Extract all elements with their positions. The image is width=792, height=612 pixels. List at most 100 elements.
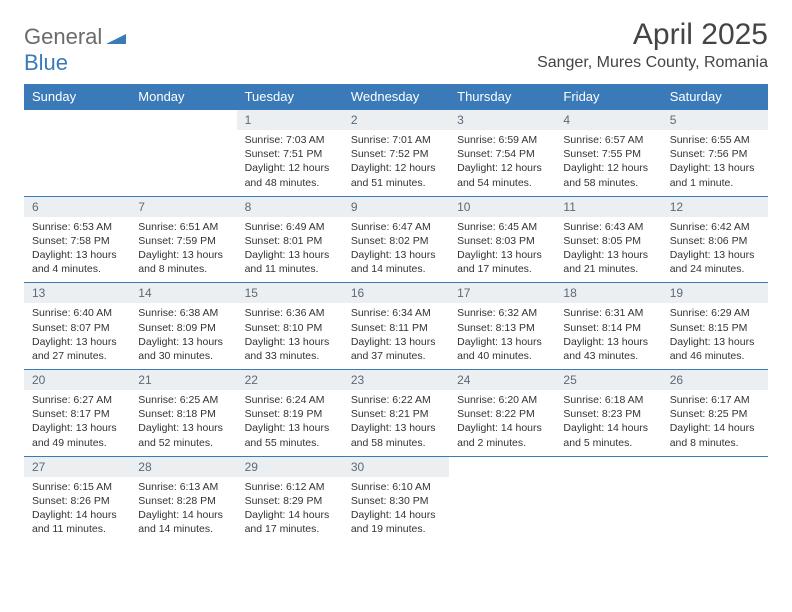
sunrise-text: Sunrise: 6:27 AM: [32, 393, 122, 407]
daylight-text: Daylight: 13 hours and 30 minutes.: [138, 335, 228, 363]
sunset-text: Sunset: 8:10 PM: [245, 321, 335, 335]
day-details: Sunrise: 6:45 AMSunset: 8:03 PMDaylight:…: [449, 217, 555, 283]
calendar-day-cell: 17Sunrise: 6:32 AMSunset: 8:13 PMDayligh…: [449, 283, 555, 370]
sunset-text: Sunset: 8:18 PM: [138, 407, 228, 421]
sunset-text: Sunset: 8:13 PM: [457, 321, 547, 335]
sunset-text: Sunset: 8:06 PM: [670, 234, 760, 248]
calendar-day-cell: 9Sunrise: 6:47 AMSunset: 8:02 PMDaylight…: [343, 196, 449, 283]
calendar-day-cell: 13Sunrise: 6:40 AMSunset: 8:07 PMDayligh…: [24, 283, 130, 370]
sunset-text: Sunset: 7:52 PM: [351, 147, 441, 161]
sunrise-text: Sunrise: 6:57 AM: [563, 133, 653, 147]
sunrise-text: Sunrise: 6:31 AM: [563, 306, 653, 320]
calendar-day-cell: [555, 456, 661, 542]
daylight-text: Daylight: 13 hours and 27 minutes.: [32, 335, 122, 363]
calendar-day-cell: 19Sunrise: 6:29 AMSunset: 8:15 PMDayligh…: [662, 283, 768, 370]
day-number: 26: [662, 370, 768, 390]
sunset-text: Sunset: 8:25 PM: [670, 407, 760, 421]
sunset-text: Sunset: 8:28 PM: [138, 494, 228, 508]
sunrise-text: Sunrise: 6:32 AM: [457, 306, 547, 320]
weekday-header: Friday: [555, 84, 661, 110]
sunset-text: Sunset: 8:03 PM: [457, 234, 547, 248]
sunrise-text: Sunrise: 6:20 AM: [457, 393, 547, 407]
calendar-day-cell: 2Sunrise: 7:01 AMSunset: 7:52 PMDaylight…: [343, 110, 449, 197]
sunset-text: Sunset: 8:15 PM: [670, 321, 760, 335]
day-details: Sunrise: 6:29 AMSunset: 8:15 PMDaylight:…: [662, 303, 768, 369]
day-details: Sunrise: 6:22 AMSunset: 8:21 PMDaylight:…: [343, 390, 449, 456]
day-details: Sunrise: 6:13 AMSunset: 8:28 PMDaylight:…: [130, 477, 236, 543]
sunrise-text: Sunrise: 6:12 AM: [245, 480, 335, 494]
day-number: 13: [24, 283, 130, 303]
day-number: 2: [343, 110, 449, 130]
calendar-day-cell: 20Sunrise: 6:27 AMSunset: 8:17 PMDayligh…: [24, 370, 130, 457]
day-number: 17: [449, 283, 555, 303]
sunset-text: Sunset: 8:01 PM: [245, 234, 335, 248]
sunset-text: Sunset: 8:26 PM: [32, 494, 122, 508]
calendar-day-cell: 28Sunrise: 6:13 AMSunset: 8:28 PMDayligh…: [130, 456, 236, 542]
weekday-header: Tuesday: [237, 84, 343, 110]
logo: General Blue: [24, 24, 126, 76]
calendar-day-cell: 18Sunrise: 6:31 AMSunset: 8:14 PMDayligh…: [555, 283, 661, 370]
calendar-week-row: 13Sunrise: 6:40 AMSunset: 8:07 PMDayligh…: [24, 283, 768, 370]
sunrise-text: Sunrise: 6:13 AM: [138, 480, 228, 494]
day-number: 1: [237, 110, 343, 130]
day-details: Sunrise: 7:03 AMSunset: 7:51 PMDaylight:…: [237, 130, 343, 196]
calendar-week-row: 1Sunrise: 7:03 AMSunset: 7:51 PMDaylight…: [24, 110, 768, 197]
day-details: Sunrise: 6:18 AMSunset: 8:23 PMDaylight:…: [555, 390, 661, 456]
daylight-text: Daylight: 13 hours and 8 minutes.: [138, 248, 228, 276]
sunset-text: Sunset: 8:05 PM: [563, 234, 653, 248]
calendar-day-cell: 1Sunrise: 7:03 AMSunset: 7:51 PMDaylight…: [237, 110, 343, 197]
sunrise-text: Sunrise: 6:18 AM: [563, 393, 653, 407]
sunrise-text: Sunrise: 6:43 AM: [563, 220, 653, 234]
daylight-text: Daylight: 13 hours and 21 minutes.: [563, 248, 653, 276]
day-number: 10: [449, 197, 555, 217]
weekday-header: Saturday: [662, 84, 768, 110]
sunset-text: Sunset: 8:07 PM: [32, 321, 122, 335]
daylight-text: Daylight: 13 hours and 4 minutes.: [32, 248, 122, 276]
sunrise-text: Sunrise: 6:10 AM: [351, 480, 441, 494]
calendar-day-cell: 7Sunrise: 6:51 AMSunset: 7:59 PMDaylight…: [130, 196, 236, 283]
calendar-day-cell: 4Sunrise: 6:57 AMSunset: 7:55 PMDaylight…: [555, 110, 661, 197]
day-details: Sunrise: 6:12 AMSunset: 8:29 PMDaylight:…: [237, 477, 343, 543]
calendar-week-row: 27Sunrise: 6:15 AMSunset: 8:26 PMDayligh…: [24, 456, 768, 542]
day-details: Sunrise: 6:15 AMSunset: 8:26 PMDaylight:…: [24, 477, 130, 543]
day-number: 7: [130, 197, 236, 217]
sunset-text: Sunset: 7:51 PM: [245, 147, 335, 161]
day-details: Sunrise: 6:40 AMSunset: 8:07 PMDaylight:…: [24, 303, 130, 369]
day-number: 28: [130, 457, 236, 477]
daylight-text: Daylight: 13 hours and 1 minute.: [670, 161, 760, 189]
title-block: April 2025 Sanger, Mures County, Romania: [537, 18, 768, 72]
sunset-text: Sunset: 7:59 PM: [138, 234, 228, 248]
sunset-text: Sunset: 8:22 PM: [457, 407, 547, 421]
calendar-table: SundayMondayTuesdayWednesdayThursdayFrid…: [24, 84, 768, 542]
sunset-text: Sunset: 7:55 PM: [563, 147, 653, 161]
sunrise-text: Sunrise: 6:24 AM: [245, 393, 335, 407]
calendar-day-cell: 14Sunrise: 6:38 AMSunset: 8:09 PMDayligh…: [130, 283, 236, 370]
weekday-header: Wednesday: [343, 84, 449, 110]
day-details: Sunrise: 6:32 AMSunset: 8:13 PMDaylight:…: [449, 303, 555, 369]
day-details: Sunrise: 6:17 AMSunset: 8:25 PMDaylight:…: [662, 390, 768, 456]
calendar-day-cell: 8Sunrise: 6:49 AMSunset: 8:01 PMDaylight…: [237, 196, 343, 283]
daylight-text: Daylight: 13 hours and 14 minutes.: [351, 248, 441, 276]
day-details: Sunrise: 6:43 AMSunset: 8:05 PMDaylight:…: [555, 217, 661, 283]
daylight-text: Daylight: 13 hours and 58 minutes.: [351, 421, 441, 449]
weekday-header: Monday: [130, 84, 236, 110]
day-details: Sunrise: 6:53 AMSunset: 7:58 PMDaylight:…: [24, 217, 130, 283]
calendar-day-cell: 26Sunrise: 6:17 AMSunset: 8:25 PMDayligh…: [662, 370, 768, 457]
sunrise-text: Sunrise: 6:55 AM: [670, 133, 760, 147]
sunrise-text: Sunrise: 6:34 AM: [351, 306, 441, 320]
daylight-text: Daylight: 13 hours and 11 minutes.: [245, 248, 335, 276]
day-number: 18: [555, 283, 661, 303]
daylight-text: Daylight: 12 hours and 51 minutes.: [351, 161, 441, 189]
calendar-page: General Blue April 2025 Sanger, Mures Co…: [0, 0, 792, 560]
sunrise-text: Sunrise: 6:53 AM: [32, 220, 122, 234]
day-number: 19: [662, 283, 768, 303]
daylight-text: Daylight: 12 hours and 54 minutes.: [457, 161, 547, 189]
sunrise-text: Sunrise: 6:42 AM: [670, 220, 760, 234]
day-details: Sunrise: 6:24 AMSunset: 8:19 PMDaylight:…: [237, 390, 343, 456]
logo-triangle-icon: [106, 30, 126, 49]
day-number: 23: [343, 370, 449, 390]
logo-text-blue: Blue: [24, 50, 68, 75]
day-number: 14: [130, 283, 236, 303]
header: General Blue April 2025 Sanger, Mures Co…: [24, 18, 768, 76]
sunrise-text: Sunrise: 6:22 AM: [351, 393, 441, 407]
